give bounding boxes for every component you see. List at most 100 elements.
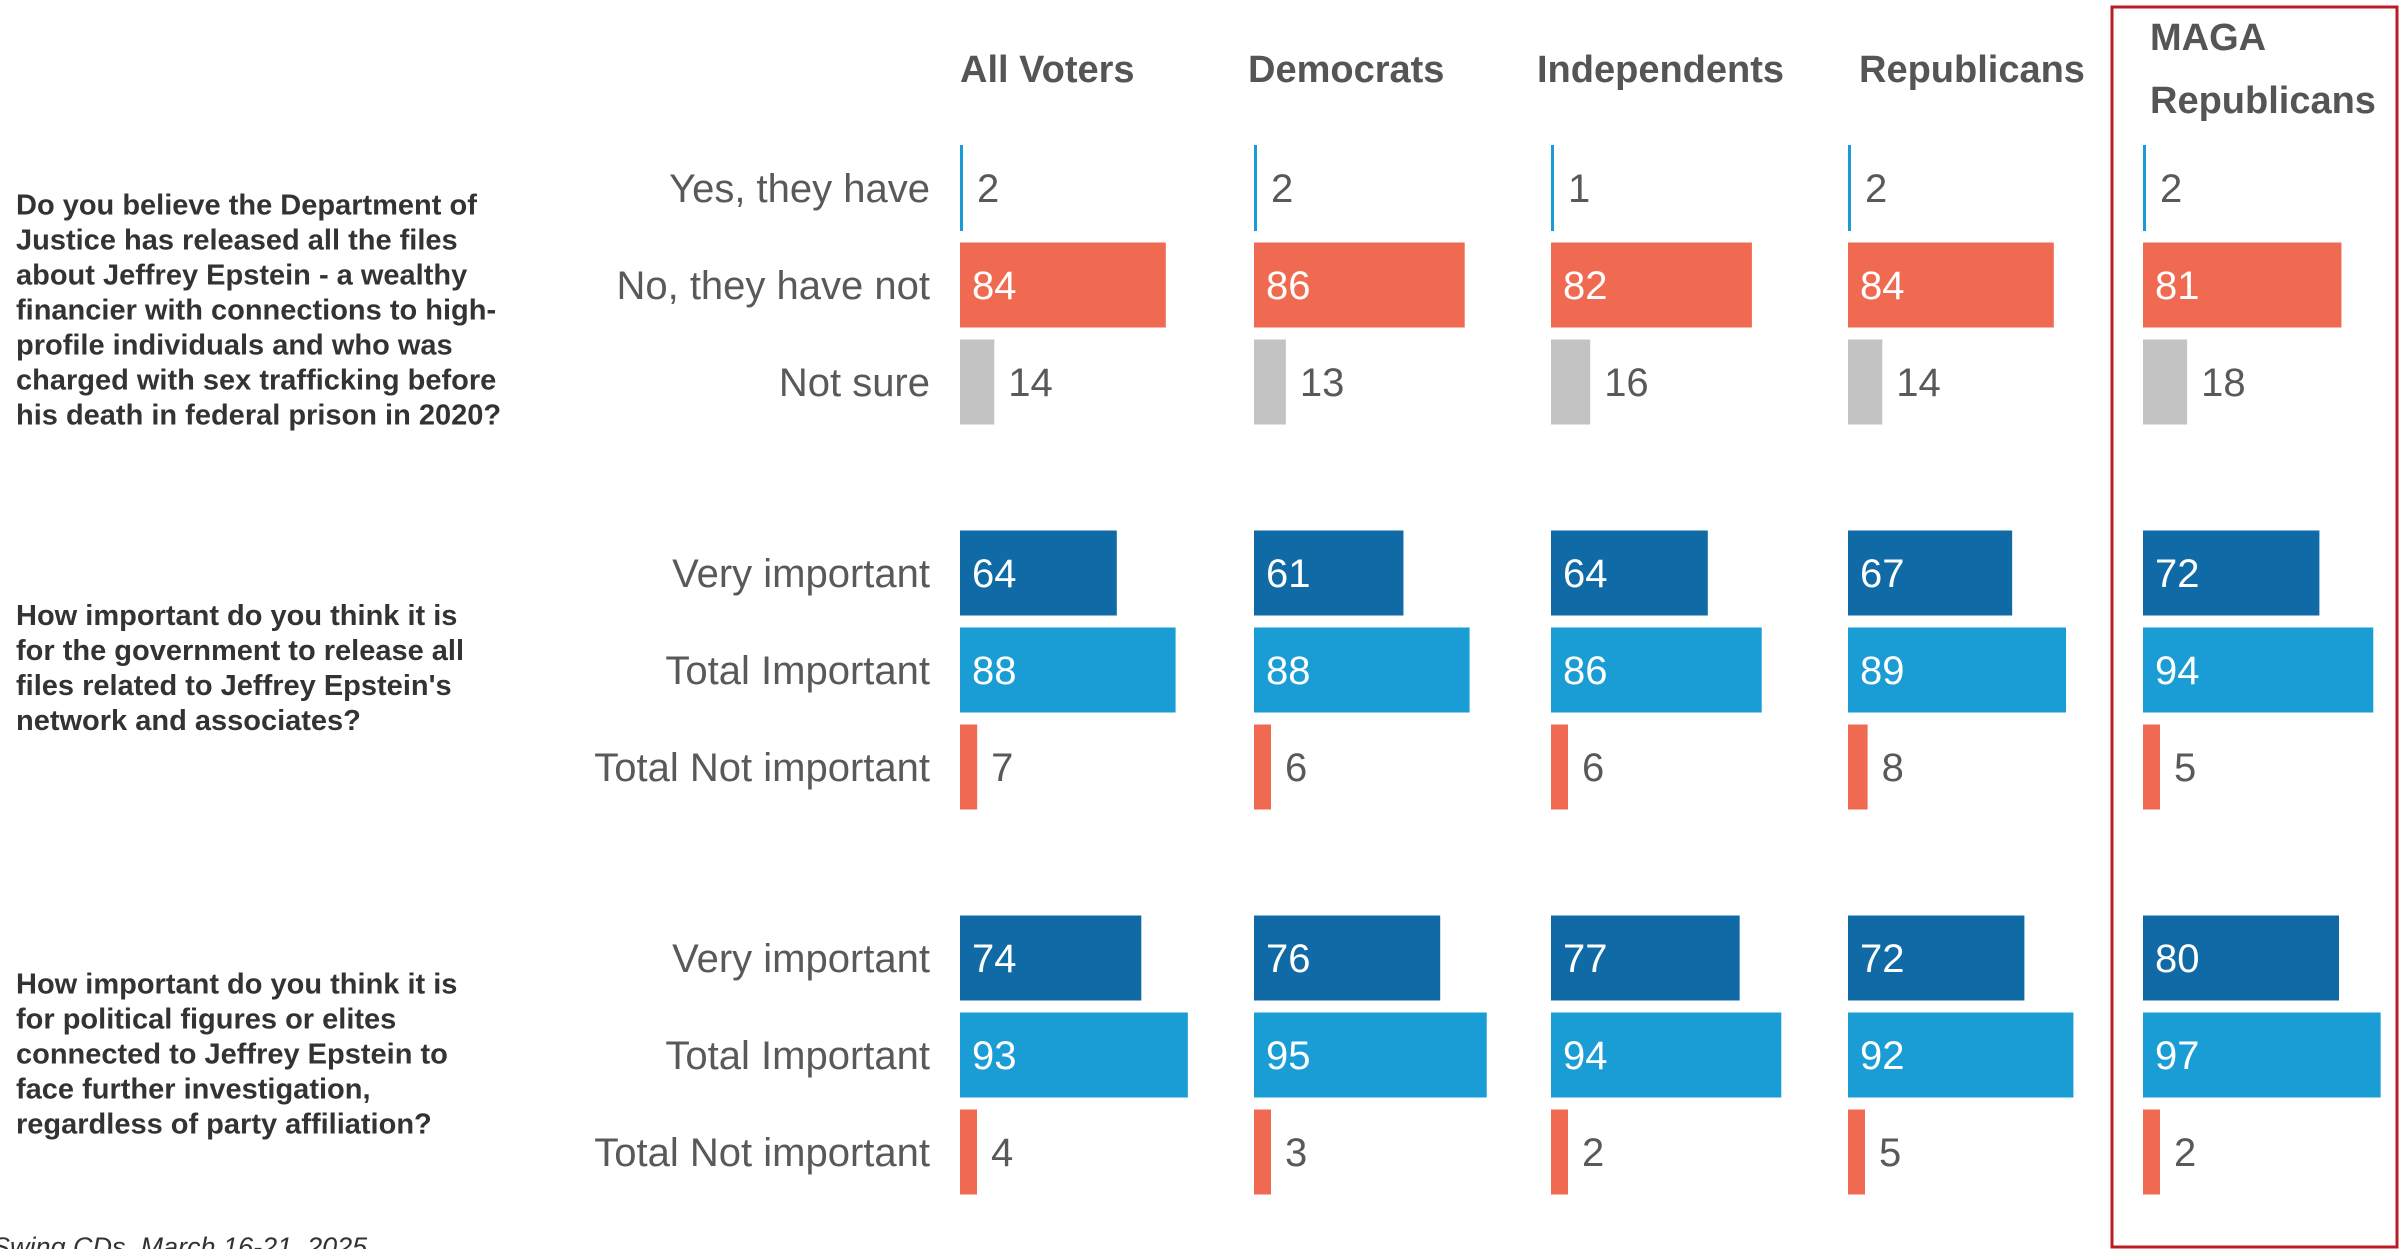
bar [1551, 1012, 1782, 1098]
bar [2143, 530, 2320, 616]
bar-marks [960, 145, 2381, 1195]
value-label: 2 [1271, 167, 1293, 211]
bar [960, 530, 1117, 616]
bar [2143, 145, 2146, 231]
question-text: How important do you think it is for the … [16, 600, 464, 737]
bar [1551, 145, 1554, 231]
bar [960, 724, 978, 810]
column-header-independents: Independents [1537, 49, 1784, 91]
answer-label-list: Yes, they have No, they have not Not sure V… [594, 167, 930, 1175]
bar [2143, 627, 2374, 713]
bar [1551, 339, 1591, 425]
value-label: 67 [1860, 552, 1905, 596]
value-label: 95 [1266, 1034, 1311, 1078]
value-label: 2 [977, 167, 999, 211]
bar [2143, 915, 2339, 1001]
question-text-line: face further investigation, [16, 1074, 371, 1106]
question-text-line: profile individuals and who was [16, 330, 453, 362]
value-label: 8 [1882, 746, 1904, 790]
column-header-maga-line2: Republicans [2150, 80, 2376, 122]
value-label: 72 [1860, 937, 1905, 981]
question-text-line: connected to Jeffrey Epstein to [16, 1039, 448, 1071]
bar [1848, 1012, 2074, 1098]
bar [1254, 627, 1470, 713]
value-label: 6 [1582, 746, 1604, 790]
bar [1254, 1012, 1487, 1098]
value-label: 2 [2160, 167, 2182, 211]
bar [1848, 339, 1883, 425]
column-headers: All Voters Democrats Independents Republ… [960, 17, 2376, 122]
question-text-line: How important do you think it is [16, 969, 457, 1001]
value-label: 6 [1285, 746, 1307, 790]
bar [1848, 1109, 1865, 1195]
bar [960, 915, 1142, 1001]
value-label: 88 [1266, 649, 1311, 693]
value-label: 2 [1582, 1131, 1604, 1175]
value-label: 84 [1860, 264, 1905, 308]
value-label: 16 [1604, 361, 1649, 405]
column-header-maga-line1: MAGA [2150, 17, 2266, 59]
value-label: 81 [2155, 264, 2200, 308]
value-label: 84 [972, 264, 1017, 308]
question-text-line: files related to Jeffrey Epstein's [16, 670, 452, 702]
question-text-line: regardless of party affiliation? [16, 1109, 432, 1141]
bar [1254, 242, 1465, 328]
answer-label: Total Not important [594, 1131, 930, 1175]
value-label: 92 [1860, 1034, 1905, 1078]
value-label: 5 [1879, 1131, 1901, 1175]
bar [960, 1109, 977, 1195]
question-text: Do you believe the Department of Justice … [16, 190, 501, 432]
question-text-line: charged with sex trafficking before [16, 365, 496, 397]
bar [1254, 530, 1404, 616]
value-label: 94 [1563, 1034, 1608, 1078]
bar [1551, 1109, 1568, 1195]
question-text-line: Justice has released all the files [16, 225, 458, 257]
value-label: 76 [1266, 937, 1311, 981]
column-header-maga-republicans: MAGA Republicans [2150, 17, 2376, 122]
value-label: 72 [2155, 552, 2200, 596]
bar [960, 1012, 1188, 1098]
bar [960, 339, 995, 425]
bar [1551, 242, 1752, 328]
value-label: 7 [991, 746, 1013, 790]
value-label: 94 [2155, 649, 2200, 693]
answer-label: Total Important [665, 1034, 930, 1078]
value-label: 86 [1266, 264, 1311, 308]
bar [1848, 242, 2054, 328]
answer-label: Total Not important [594, 746, 930, 790]
value-label: 2 [1865, 167, 1887, 211]
bar [1848, 915, 2025, 1001]
question-text-line: for the government to release all [16, 635, 464, 667]
bar [1551, 724, 1568, 810]
question-text-line: about Jeffrey Epstein - a wealthy [16, 260, 467, 292]
bar [1254, 339, 1286, 425]
bar [1848, 627, 2067, 713]
question-text-line: financier with connections to high- [16, 295, 496, 327]
bar [2143, 724, 2160, 810]
question-text-line: his death in federal prison in 2020? [16, 400, 501, 432]
bar [960, 145, 963, 231]
bar [2143, 1109, 2160, 1195]
question-text: How important do you think it is for poli… [16, 969, 457, 1141]
value-label: 89 [1860, 649, 1905, 693]
value-label: 97 [2155, 1034, 2200, 1078]
bar [1848, 530, 2013, 616]
value-label: 64 [1563, 552, 1608, 596]
column-header-all-voters: All Voters [960, 49, 1135, 91]
bar [1254, 145, 1257, 231]
answer-label: Very important [672, 552, 930, 596]
value-label: 14 [1008, 361, 1053, 405]
bar [1254, 724, 1271, 810]
value-label: 4 [991, 1131, 1013, 1175]
answer-label: Very important [672, 937, 930, 981]
bar [1254, 1109, 1271, 1195]
bar [1551, 530, 1708, 616]
value-label: 80 [2155, 937, 2200, 981]
answer-label: No, they have not [616, 264, 930, 308]
highlight-frame [2110, 5, 2399, 1249]
value-label: 64 [972, 552, 1017, 596]
value-label: 93 [972, 1034, 1017, 1078]
bar [960, 627, 1176, 713]
value-label: 82 [1563, 264, 1608, 308]
question-text-line: How important do you think it is [16, 600, 457, 632]
